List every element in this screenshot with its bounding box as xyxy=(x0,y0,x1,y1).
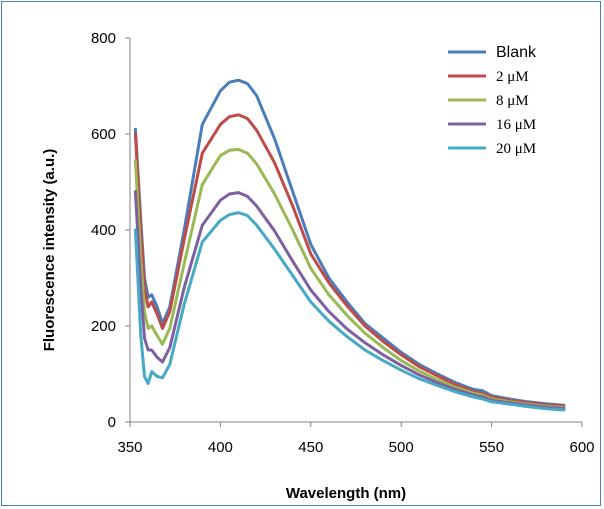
series-line-2 xyxy=(133,147,566,410)
x-tick-label: 550 xyxy=(479,439,504,456)
y-tick-label: 400 xyxy=(91,222,116,239)
legend-label-4: 20 μM xyxy=(496,141,536,157)
fluorescence-chart: 350 400 450 500 550 600 0 200 400 600 800 Blank 2 … xyxy=(41,30,595,502)
x-tick-label: 450 xyxy=(298,439,323,456)
y-tick-label: 200 xyxy=(91,318,116,335)
series-lines xyxy=(133,78,566,412)
x-tick-label: 350 xyxy=(117,439,142,456)
legend-label-3: 16 μM xyxy=(496,117,536,133)
legend-label-0: Blank xyxy=(496,44,537,61)
series-line-3 xyxy=(133,190,566,411)
series-line-4 xyxy=(133,211,566,412)
x-tick-label: 400 xyxy=(208,439,233,456)
x-axis-ticks: 350 400 450 500 550 600 xyxy=(117,422,595,456)
x-tick-label: 600 xyxy=(569,439,594,456)
series-line-0 xyxy=(133,78,566,407)
series-line-1 xyxy=(133,113,566,408)
legend-label-1: 2 μM xyxy=(496,69,529,85)
x-tick-label: 500 xyxy=(389,439,414,456)
y-tick-label: 600 xyxy=(91,126,116,143)
legend: Blank 2 μM 8 μM 16 μM 20 μM xyxy=(448,44,537,157)
y-tick-label: 0 xyxy=(108,414,116,431)
y-axis-ticks: 0 200 400 600 800 xyxy=(91,30,130,431)
y-tick-label: 800 xyxy=(91,30,116,47)
legend-label-2: 8 μM xyxy=(496,93,529,109)
y-axis-title: Fluorescence intensity (a.u.) xyxy=(41,149,58,352)
x-axis-title: Wavelength (nm) xyxy=(286,485,406,502)
